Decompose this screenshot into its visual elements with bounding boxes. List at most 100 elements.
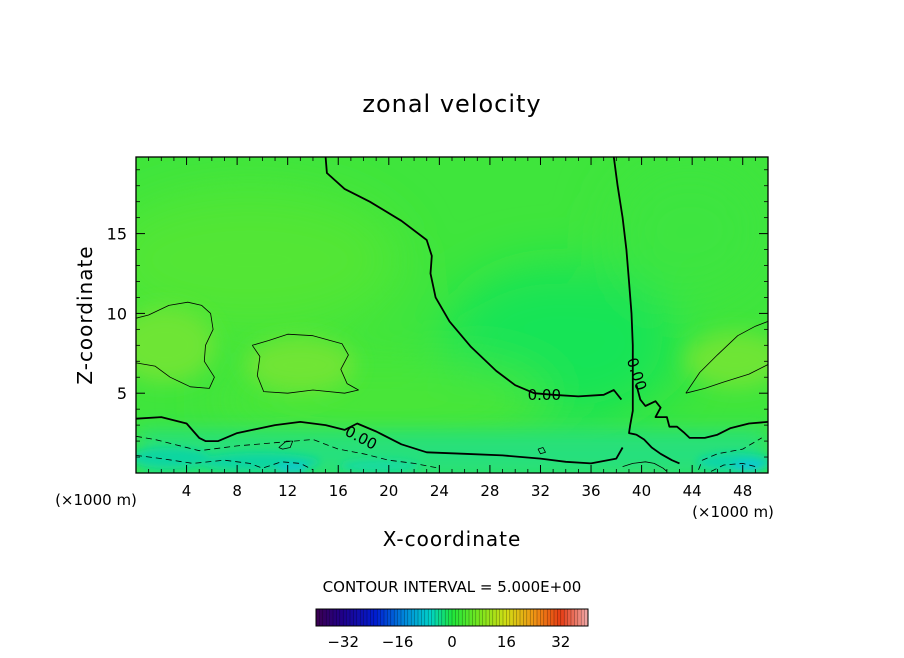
colorbar-swatch — [407, 609, 412, 626]
colorbar-swatch — [462, 609, 466, 626]
colorbar-swatch — [574, 609, 579, 626]
colorbar-swatch — [475, 609, 480, 626]
colorbar-swatch — [360, 609, 364, 626]
colorbar-swatch — [584, 609, 589, 626]
colorbar-swatch — [367, 609, 371, 626]
colorbar-swatch — [384, 609, 388, 626]
x-tick-label: 32 — [531, 482, 550, 500]
x-tick-label: 44 — [683, 482, 702, 500]
chart-title: zonal velocity — [362, 90, 541, 118]
colorbar-swatch — [489, 609, 494, 626]
colorbar-swatch — [496, 609, 500, 626]
negative-contour-3 — [710, 463, 756, 472]
negative-contour-0 — [136, 435, 440, 469]
y-tick-label: 5 — [117, 384, 127, 403]
colorbar-swatch — [526, 609, 531, 626]
colorbar-swatch — [564, 609, 568, 626]
zero-contour-2 — [612, 157, 680, 465]
colorbar-tick-label: 32 — [551, 633, 570, 651]
x-tick-label: 36 — [581, 482, 600, 500]
colorbar-swatch — [503, 609, 507, 626]
x-tick-label: 12 — [278, 482, 297, 500]
y-axis-label: Z-coordinate — [73, 245, 97, 384]
zero-contour-0 — [136, 416, 624, 465]
colorbar-swatch — [540, 609, 545, 626]
positive-contour-0 — [136, 301, 215, 389]
colorbar-swatch — [499, 609, 504, 626]
colorbar-swatch — [560, 609, 565, 626]
colorbar-swatch — [557, 609, 562, 626]
x-tick-label: 40 — [632, 482, 651, 500]
colorbar-swatch — [333, 609, 337, 626]
colorbar-swatch — [537, 609, 541, 626]
colorbar-swatch — [547, 609, 551, 626]
colorbar-swatch — [394, 609, 398, 626]
colorbar-swatch — [411, 609, 415, 626]
colorbar-swatch — [506, 609, 511, 626]
colorbar-swatch — [492, 609, 497, 626]
x-tick-label: 28 — [480, 482, 499, 500]
colorbar-swatch — [486, 609, 490, 626]
colorbar-swatch — [554, 609, 558, 626]
colorbar-swatch — [452, 609, 456, 626]
colorbar-swatch — [363, 609, 368, 626]
x-tick-label: 48 — [733, 482, 752, 500]
positive-contour-1 — [251, 333, 359, 394]
colorbar-swatch — [380, 609, 385, 626]
colorbar-swatch — [329, 609, 334, 626]
colorbar-swatch — [316, 609, 320, 626]
heatmap-field — [136, 157, 768, 473]
colorbar-swatch — [465, 609, 470, 626]
colorbar-swatch — [469, 609, 473, 626]
colorbar-swatch — [373, 609, 378, 626]
colorbar — [315, 608, 589, 627]
colorbar-swatch — [431, 609, 436, 626]
x-tick-label: 4 — [182, 482, 192, 500]
colorbar-swatch — [387, 609, 392, 626]
colorbar-swatch — [377, 609, 381, 626]
colorbar-swatch — [326, 609, 330, 626]
x-unit-label-left: (×1000 m) — [55, 491, 137, 509]
colorbar-swatch — [421, 609, 426, 626]
colorbar-swatch — [523, 609, 528, 626]
colorbar-swatch — [509, 609, 514, 626]
colorbar-swatch — [441, 609, 446, 626]
colorbar-swatch — [455, 609, 460, 626]
colorbar-tick-label: −16 — [382, 633, 414, 651]
colorbar-swatch — [516, 609, 521, 626]
colorbar-swatch — [414, 609, 419, 626]
colorbar-swatch — [438, 609, 443, 626]
colorbar-ticks: −32 −16 0 16 32 — [327, 633, 570, 651]
colorbar-swatch — [533, 609, 538, 626]
colorbar-swatch — [448, 609, 453, 626]
colorbar-swatch — [356, 609, 361, 626]
colorbar-swatch — [445, 609, 449, 626]
colorbar-swatch — [428, 609, 432, 626]
colorbar-swatch — [346, 609, 351, 626]
colorbar-swatch — [581, 609, 585, 626]
colorbar-swatch — [390, 609, 395, 626]
colorbar-tick-label: −32 — [327, 633, 359, 651]
colorbar-tick-label: 0 — [447, 633, 457, 651]
colorbar-swatch — [543, 609, 548, 626]
colorbar-swatch — [567, 609, 572, 626]
zero-contour-3 — [635, 384, 768, 439]
colorbar-swatch — [353, 609, 358, 626]
colorbar-swatch — [336, 609, 341, 626]
x-axis-label: X-coordinate — [383, 527, 522, 551]
colorbar-swatch — [520, 609, 524, 626]
colorbar-swatch — [571, 609, 575, 626]
x-unit-label-right: (×1000 m) — [692, 503, 774, 521]
y-tick-label: 15 — [107, 225, 127, 244]
positive-contour-5 — [622, 461, 668, 472]
colorbar-swatch — [343, 609, 347, 626]
colorbar-frame — [315, 608, 589, 627]
colorbar-swatch — [482, 609, 487, 626]
colorbar-swatch — [577, 609, 582, 626]
colorbar-swatch — [322, 609, 327, 626]
colorbar-swatch — [401, 609, 405, 626]
colorbar-swatch — [418, 609, 422, 626]
colorbar-swatch — [435, 609, 439, 626]
colorbar-swatch — [339, 609, 344, 626]
colorbar-swatch — [370, 609, 375, 626]
